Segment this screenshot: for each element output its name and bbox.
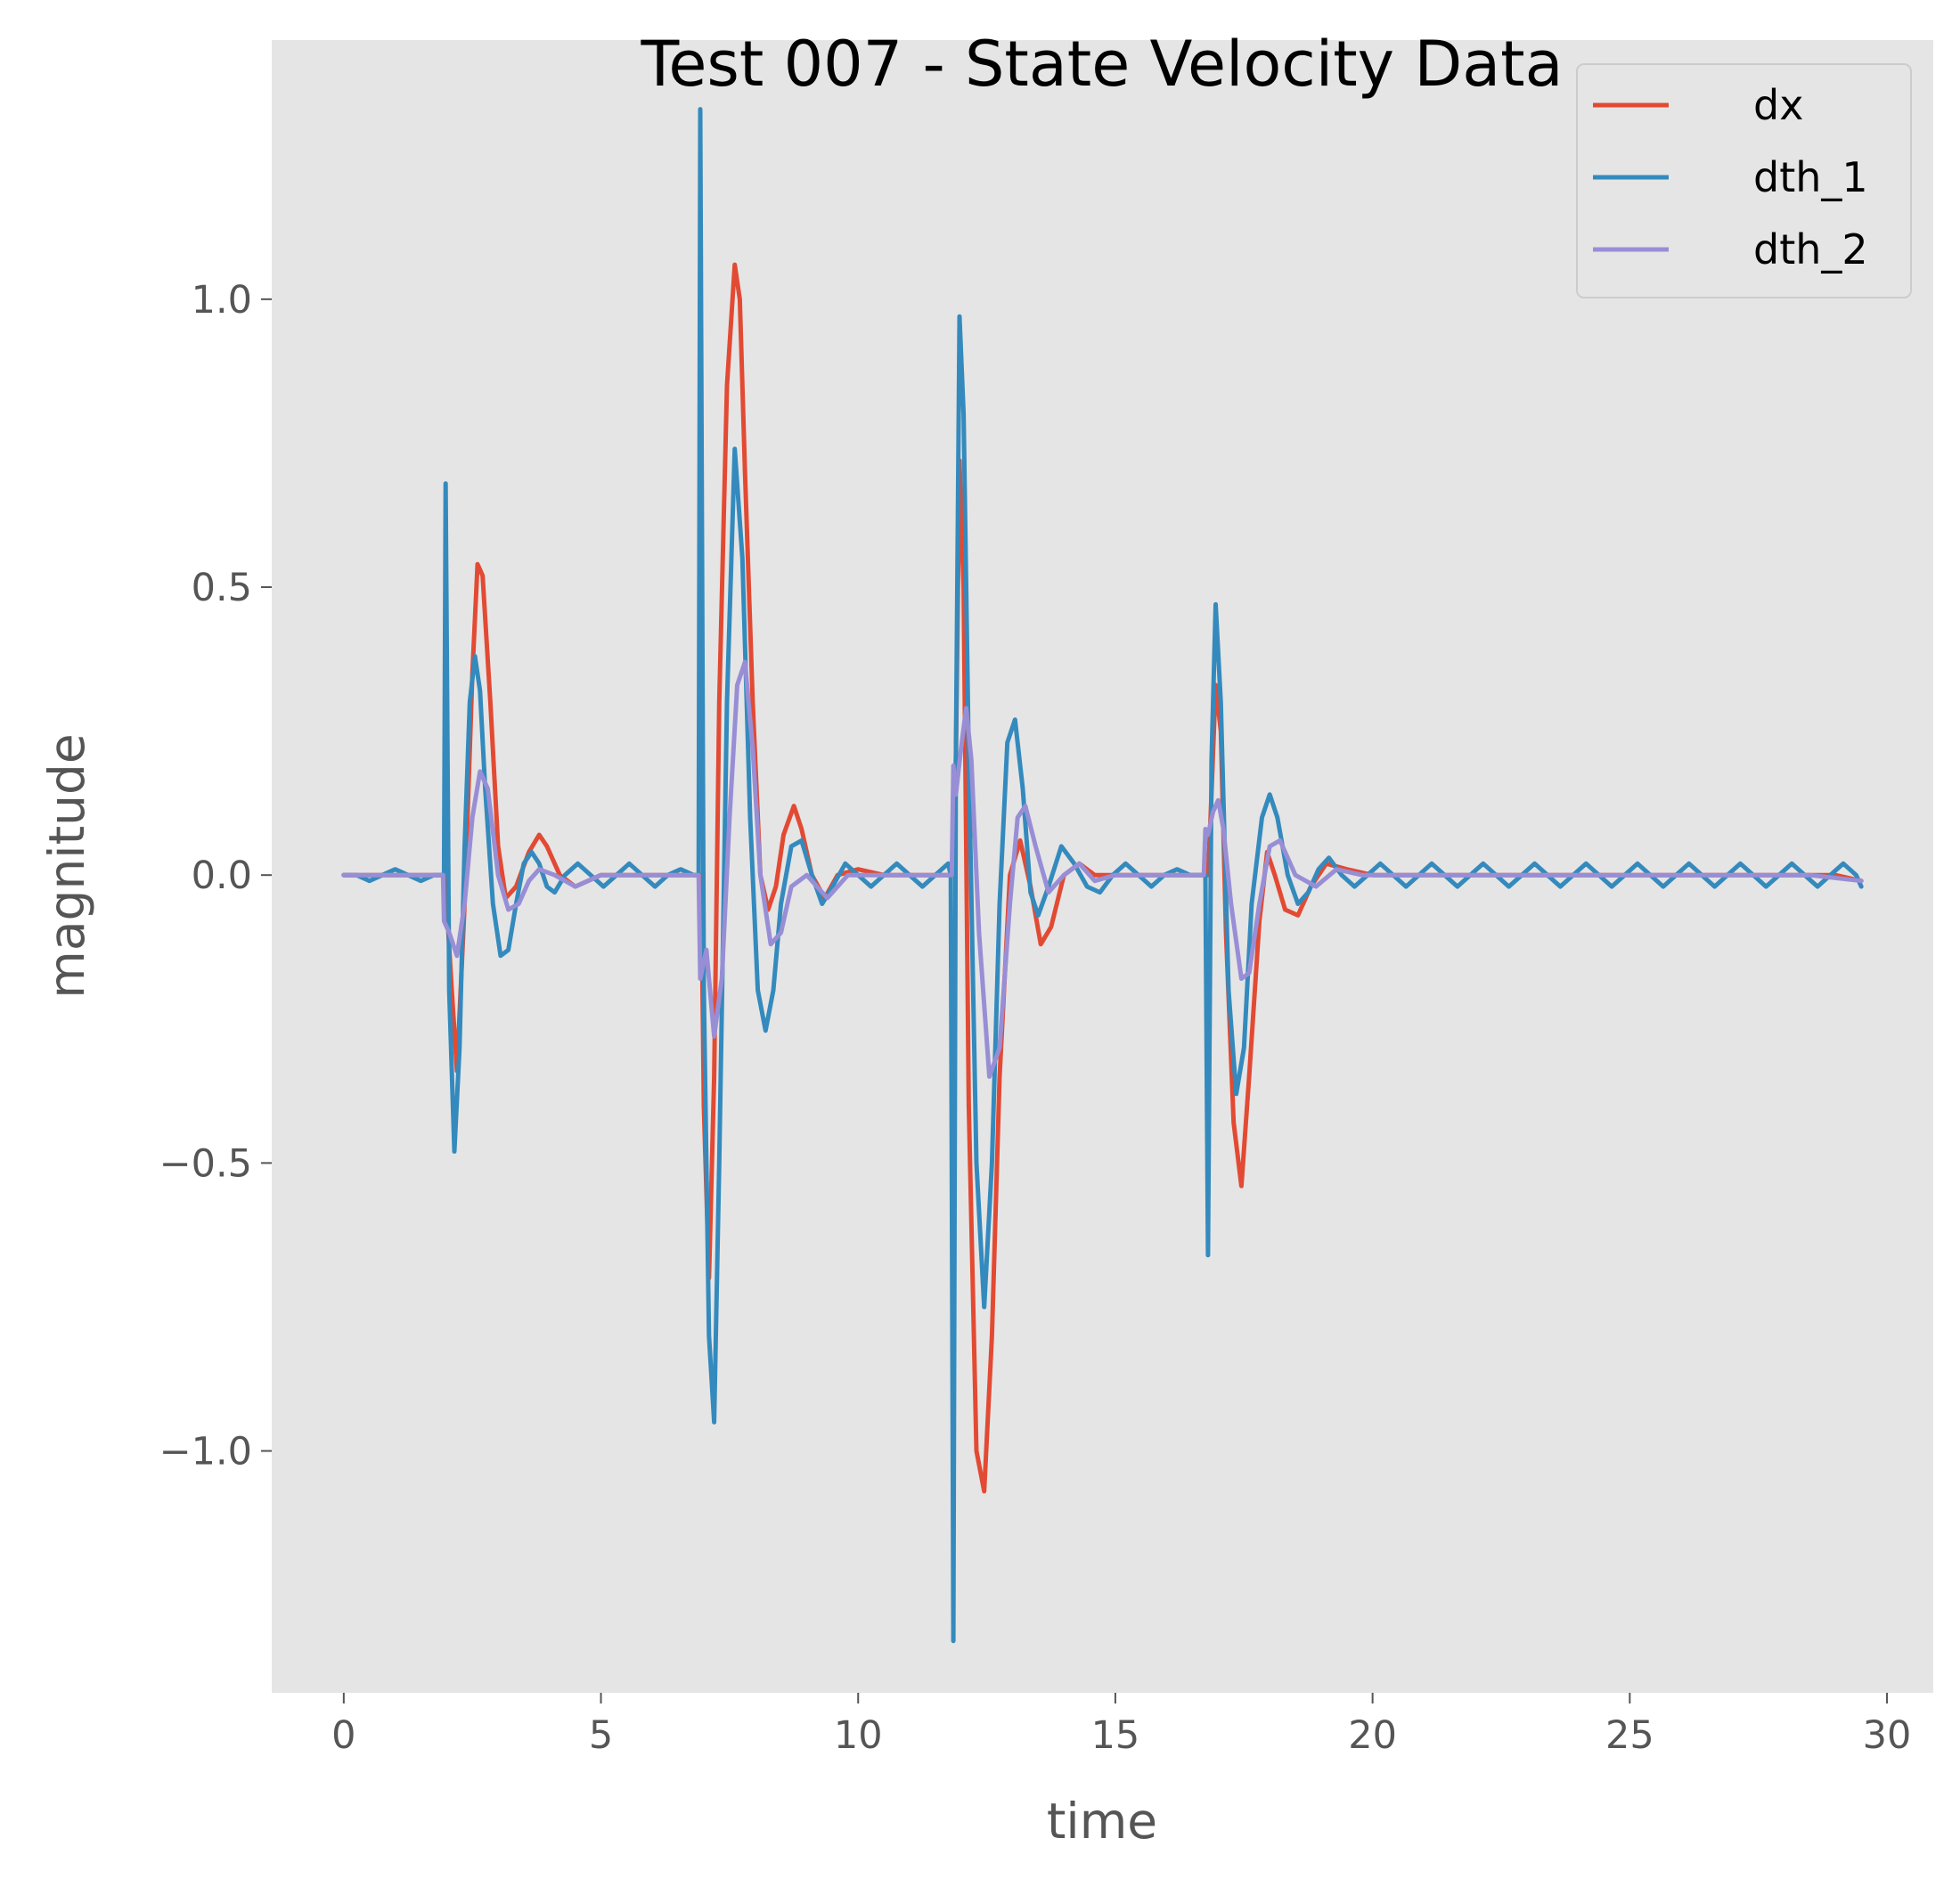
- y-axis-ticks: −1.0 −0.5 0.0 0.5 1.0: [159, 278, 272, 1475]
- y-axis-label: magnitude: [38, 733, 95, 999]
- legend: dx dth_1 dth_2: [1576, 63, 1912, 298]
- legend-label-dx: dx: [1753, 81, 1803, 129]
- series-layer: [341, 107, 1864, 1644]
- x-axis-label: time: [1047, 1793, 1157, 1850]
- y-tick-label: 0.0: [192, 854, 252, 898]
- series-line-dth-1: [341, 107, 1864, 1644]
- x-tick-label: 5: [589, 1713, 613, 1758]
- chart-title: Test 007 - State Velocity Data: [641, 28, 1564, 101]
- y-tick-label: 1.0: [192, 278, 252, 323]
- x-tick-label: 30: [1863, 1713, 1912, 1758]
- legend-label-dth-1: dth_1: [1753, 153, 1868, 201]
- x-tick-label: 25: [1605, 1713, 1654, 1758]
- legend-label-dth-2: dth_2: [1753, 225, 1868, 274]
- x-tick-label: 15: [1091, 1713, 1140, 1758]
- x-axis-ticks: 0 5 10 15 20 25 30: [331, 1693, 1911, 1758]
- y-tick-label: −1.0: [159, 1430, 252, 1475]
- x-tick-label: 20: [1348, 1713, 1397, 1758]
- y-tick-label: 0.5: [192, 566, 252, 610]
- series-line-dth-2: [341, 659, 1864, 1079]
- y-tick-label: −0.5: [159, 1141, 252, 1186]
- x-tick-label: 0: [331, 1713, 355, 1758]
- x-tick-label: 10: [834, 1713, 883, 1758]
- legend-frame: [1576, 63, 1912, 298]
- plot-area: [272, 40, 1933, 1693]
